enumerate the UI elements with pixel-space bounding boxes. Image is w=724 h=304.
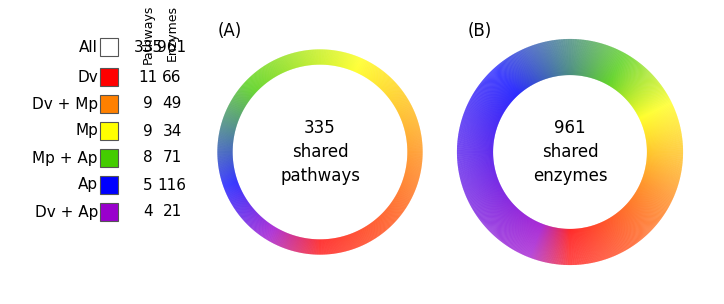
Text: 49: 49 (162, 96, 182, 112)
Bar (100, 149, 118, 167)
Bar (100, 95, 118, 113)
Text: 11: 11 (138, 70, 158, 85)
Bar (100, 38, 118, 56)
Text: (B): (B) (468, 22, 492, 40)
Text: Mp + Ap: Mp + Ap (33, 150, 98, 165)
Bar (100, 122, 118, 140)
Text: Enzymes: Enzymes (166, 5, 179, 61)
Text: 116: 116 (158, 178, 187, 192)
Text: 9: 9 (143, 123, 153, 139)
Text: 4: 4 (143, 205, 153, 219)
Bar (100, 176, 118, 194)
Text: 21: 21 (162, 205, 182, 219)
Text: Dv: Dv (77, 70, 98, 85)
Text: 961: 961 (157, 40, 187, 54)
Bar (100, 203, 118, 221)
Text: 66: 66 (162, 70, 182, 85)
Text: 71: 71 (162, 150, 182, 165)
Text: Dv + Ap: Dv + Ap (35, 205, 98, 219)
Text: Dv + Mp: Dv + Mp (32, 96, 98, 112)
Text: 8: 8 (143, 150, 153, 165)
Text: 961
shared
enzymes: 961 shared enzymes (533, 119, 607, 185)
Text: (A): (A) (218, 22, 243, 40)
Text: 335: 335 (133, 40, 163, 54)
Bar (100, 68, 118, 86)
Text: 335
shared
pathways: 335 shared pathways (280, 119, 360, 185)
Text: Mp: Mp (75, 123, 98, 139)
Text: Pathways: Pathways (141, 5, 154, 64)
Text: 9: 9 (143, 96, 153, 112)
Text: 34: 34 (162, 123, 182, 139)
Text: Ap: Ap (78, 178, 98, 192)
Text: All: All (79, 40, 98, 54)
Text: 5: 5 (143, 178, 153, 192)
